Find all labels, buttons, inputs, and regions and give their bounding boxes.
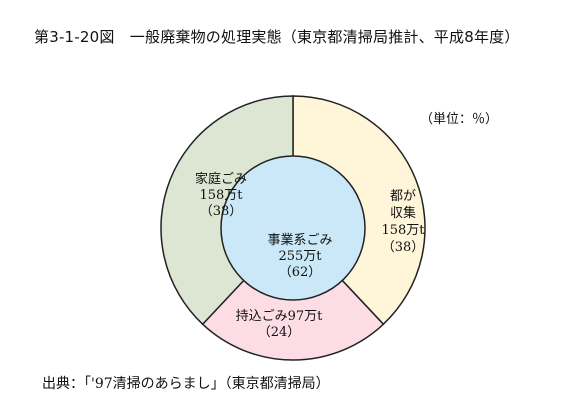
label-city-collected: 都が収集 158万t （38） bbox=[381, 189, 425, 255]
label-self-delivered-line: （24） bbox=[258, 325, 301, 340]
label-business-waste-line: 255万t bbox=[278, 249, 322, 264]
chart-title: 第3-1-20図 一般廃棄物の処理実態（東京都清掃局推計、平成8年度） bbox=[34, 28, 520, 46]
label-self-delivered-line: 持込ごみ97万t bbox=[236, 308, 324, 324]
label-business-waste-line: （62） bbox=[279, 265, 322, 280]
label-city-collected-line: 都が bbox=[390, 189, 416, 204]
inner-circle-business-waste bbox=[220, 155, 366, 301]
unit-label: （単位：％） bbox=[420, 112, 499, 127]
label-business-waste: 事業系ごみ 255万t （62） bbox=[267, 232, 332, 280]
label-city-collected-line: （38） bbox=[382, 240, 425, 255]
label-city-collected-line: 158万t bbox=[381, 223, 425, 238]
label-household-waste-line: 158万t bbox=[199, 188, 243, 203]
label-city-collected-line: 収集 bbox=[390, 205, 416, 221]
label-business-waste-line: 事業系ごみ bbox=[267, 232, 332, 248]
label-self-delivered: 持込ごみ97万t （24） bbox=[236, 308, 324, 340]
label-household-waste: 家庭ごみ 158万t （38） bbox=[195, 171, 247, 219]
source-note: 出典：「'97清掃のあらまし」（東京都清掃局） bbox=[42, 376, 330, 392]
label-household-waste-line: （38） bbox=[200, 204, 243, 219]
label-household-waste-line: 家庭ごみ bbox=[195, 171, 247, 187]
